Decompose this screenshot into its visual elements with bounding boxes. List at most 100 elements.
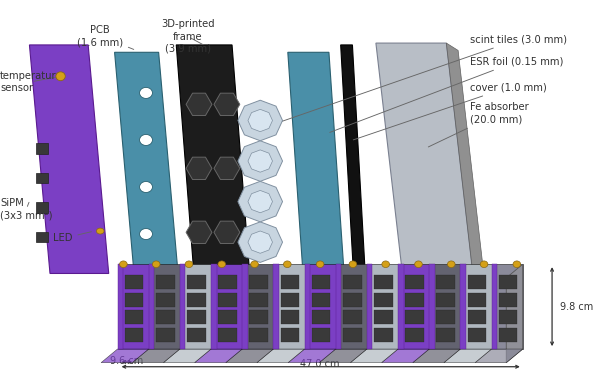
Polygon shape <box>156 310 175 324</box>
Polygon shape <box>367 264 373 349</box>
Polygon shape <box>125 275 143 289</box>
Polygon shape <box>248 191 272 213</box>
Polygon shape <box>36 143 48 154</box>
Polygon shape <box>187 310 206 324</box>
Polygon shape <box>36 232 48 242</box>
Polygon shape <box>214 221 240 243</box>
Polygon shape <box>436 275 455 289</box>
Polygon shape <box>436 293 455 307</box>
Polygon shape <box>405 275 424 289</box>
Ellipse shape <box>513 261 521 268</box>
Polygon shape <box>36 173 48 183</box>
Polygon shape <box>186 221 212 243</box>
Polygon shape <box>413 349 460 363</box>
Polygon shape <box>125 328 143 342</box>
Text: PCB
(1.6 mm): PCB (1.6 mm) <box>77 25 134 50</box>
Polygon shape <box>343 275 362 289</box>
Polygon shape <box>312 275 331 289</box>
Ellipse shape <box>56 72 65 81</box>
Ellipse shape <box>152 261 160 268</box>
Polygon shape <box>506 264 523 363</box>
Text: LED: LED <box>53 232 91 243</box>
Polygon shape <box>499 328 517 342</box>
Polygon shape <box>187 293 206 307</box>
Polygon shape <box>257 349 305 363</box>
Polygon shape <box>125 310 143 324</box>
Ellipse shape <box>140 87 152 98</box>
Polygon shape <box>218 293 237 307</box>
Polygon shape <box>118 264 123 349</box>
Polygon shape <box>176 45 250 273</box>
Ellipse shape <box>415 261 422 268</box>
Polygon shape <box>499 293 517 307</box>
Polygon shape <box>460 264 491 349</box>
Polygon shape <box>163 349 211 363</box>
Polygon shape <box>319 349 367 363</box>
Polygon shape <box>248 150 272 172</box>
Polygon shape <box>460 264 466 349</box>
Polygon shape <box>467 275 486 289</box>
Polygon shape <box>156 293 175 307</box>
Polygon shape <box>274 264 279 349</box>
Polygon shape <box>194 349 242 363</box>
Polygon shape <box>250 310 268 324</box>
Polygon shape <box>186 93 212 115</box>
Polygon shape <box>156 328 175 342</box>
Polygon shape <box>446 43 486 296</box>
Polygon shape <box>374 275 393 289</box>
Polygon shape <box>467 310 486 324</box>
Ellipse shape <box>448 261 455 268</box>
Polygon shape <box>211 264 217 349</box>
Polygon shape <box>444 349 491 363</box>
Polygon shape <box>149 264 154 349</box>
Polygon shape <box>341 45 365 275</box>
Polygon shape <box>250 275 268 289</box>
Polygon shape <box>281 310 299 324</box>
Polygon shape <box>467 328 486 342</box>
Polygon shape <box>335 264 341 349</box>
Polygon shape <box>238 141 283 181</box>
Polygon shape <box>405 310 424 324</box>
Polygon shape <box>274 264 305 349</box>
Polygon shape <box>305 264 335 349</box>
Polygon shape <box>187 275 206 289</box>
Polygon shape <box>180 264 185 349</box>
Ellipse shape <box>185 261 193 268</box>
Ellipse shape <box>140 134 152 145</box>
Polygon shape <box>312 293 331 307</box>
Polygon shape <box>343 293 362 307</box>
Polygon shape <box>242 264 274 349</box>
Polygon shape <box>242 264 248 349</box>
Polygon shape <box>238 100 283 141</box>
Polygon shape <box>436 328 455 342</box>
Ellipse shape <box>97 228 104 234</box>
Ellipse shape <box>382 261 389 268</box>
Text: 9.8 cm: 9.8 cm <box>560 302 593 312</box>
Polygon shape <box>405 293 424 307</box>
Text: 3D-printed
frame
(3.9 mm): 3D-printed frame (3.9 mm) <box>161 19 215 54</box>
Polygon shape <box>429 264 435 349</box>
Text: ESR foil (0.15 mm): ESR foil (0.15 mm) <box>330 57 563 132</box>
Polygon shape <box>305 264 310 349</box>
Polygon shape <box>211 264 242 349</box>
Polygon shape <box>398 264 404 349</box>
Polygon shape <box>350 349 398 363</box>
Polygon shape <box>29 45 109 273</box>
Ellipse shape <box>284 261 291 268</box>
Polygon shape <box>335 264 367 349</box>
Polygon shape <box>281 328 299 342</box>
Ellipse shape <box>119 261 127 268</box>
Polygon shape <box>118 264 149 349</box>
Polygon shape <box>248 110 272 132</box>
Text: Fe absorber
(20.0 mm): Fe absorber (20.0 mm) <box>428 102 529 147</box>
Polygon shape <box>248 231 272 253</box>
Text: 9.6 cm: 9.6 cm <box>110 356 143 366</box>
Polygon shape <box>288 349 335 363</box>
Polygon shape <box>101 349 149 363</box>
Polygon shape <box>475 349 523 363</box>
Polygon shape <box>218 328 237 342</box>
Polygon shape <box>467 293 486 307</box>
Ellipse shape <box>480 261 488 268</box>
Polygon shape <box>125 293 143 307</box>
Polygon shape <box>238 181 283 222</box>
